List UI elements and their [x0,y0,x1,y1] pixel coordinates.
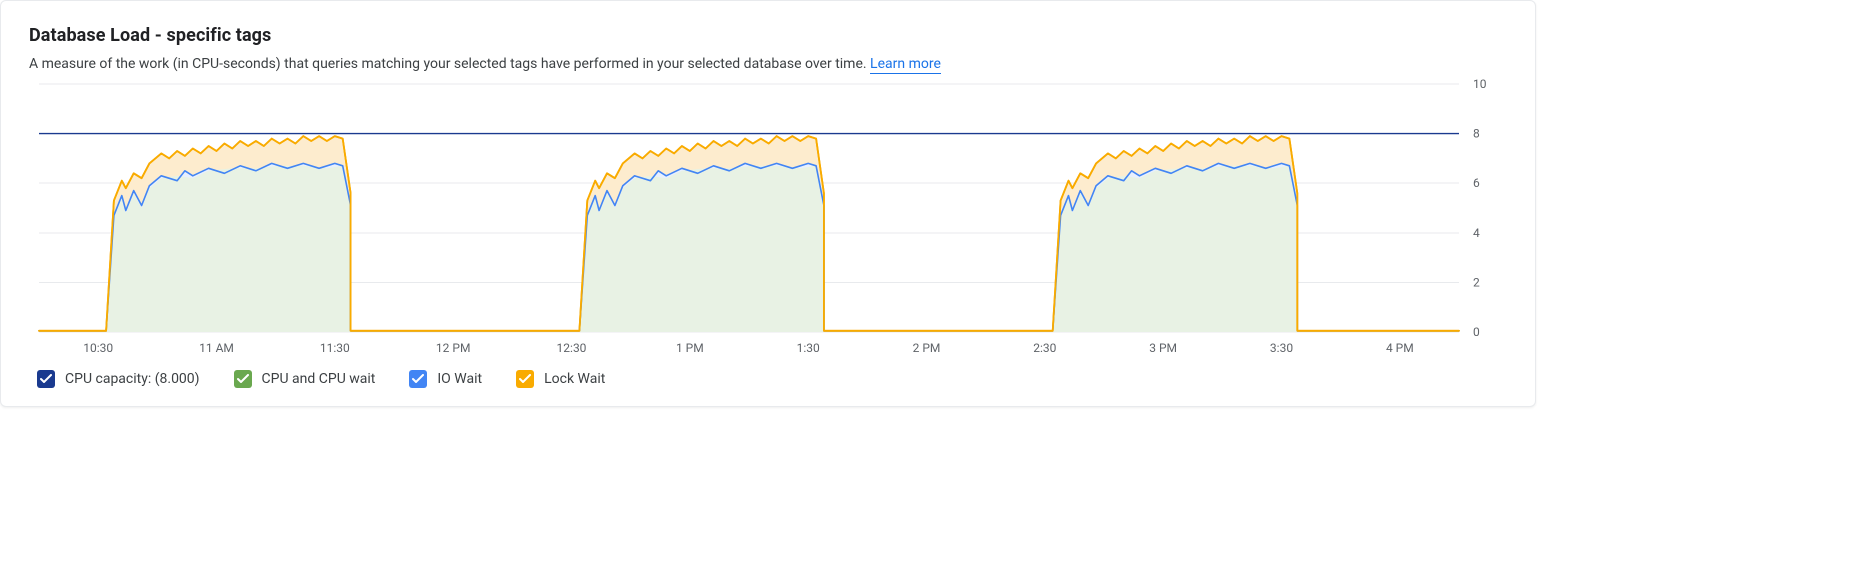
card-title: Database Load - specific tags [29,25,1507,46]
legend-item-lock[interactable]: Lock Wait [516,370,605,388]
legend-item-capacity[interactable]: CPU capacity: (8.000) [37,370,200,388]
legend-checkbox-lock[interactable] [516,370,534,388]
card-subtitle: A measure of the work (in CPU-seconds) t… [29,56,1507,72]
x-tick-label: 3:30 [1270,341,1293,355]
legend-checkbox-cpu[interactable] [234,370,252,388]
y-tick-label: 0 [1473,325,1480,339]
legend-item-cpu[interactable]: CPU and CPU wait [234,370,376,388]
x-tick-label: 12 PM [436,341,471,355]
legend-label: IO Wait [437,371,482,387]
chart-legend: CPU capacity: (8.000) CPU and CPU wait IO … [29,360,1507,388]
subtitle-text: A measure of the work (in CPU-seconds) t… [29,56,870,72]
x-tick-label: 2 PM [913,341,941,355]
legend-checkbox-io[interactable] [409,370,427,388]
learn-more-link[interactable]: Learn more [870,56,941,74]
x-tick-label: 10:30 [83,341,113,355]
x-tick-label: 1 PM [676,341,704,355]
y-tick-label: 4 [1473,226,1480,240]
x-tick-label: 11:30 [320,341,350,355]
x-tick-label: 2:30 [1033,341,1056,355]
area-cpu [39,166,1459,332]
legend-label: Lock Wait [544,371,605,387]
legend-item-io[interactable]: IO Wait [409,370,482,388]
x-tick-label: 12:30 [557,341,587,355]
y-tick-label: 8 [1473,127,1480,141]
y-tick-label: 10 [1473,78,1487,91]
legend-label: CPU capacity: (8.000) [65,371,200,387]
legend-label: CPU and CPU wait [262,371,376,387]
x-tick-label: 3 PM [1149,341,1177,355]
x-tick-label: 4 PM [1386,341,1414,355]
x-tick-label: 1:30 [797,341,820,355]
x-tick-label: 11 AM [199,341,234,355]
chart-area: 0 2 4 6 8 10 10:30 11 AM 11:30 12 PM 12:30 1 PM 1:30… [29,78,1507,360]
db-load-card: Database Load - specific tags A measure … [0,0,1536,407]
y-tick-label: 2 [1473,275,1480,289]
load-chart-svg: 0 2 4 6 8 10 10:30 11 AM 11:30 12 PM 12:30 1 PM 1:30… [29,78,1503,360]
y-tick-label: 6 [1473,176,1480,190]
legend-checkbox-capacity[interactable] [37,370,55,388]
